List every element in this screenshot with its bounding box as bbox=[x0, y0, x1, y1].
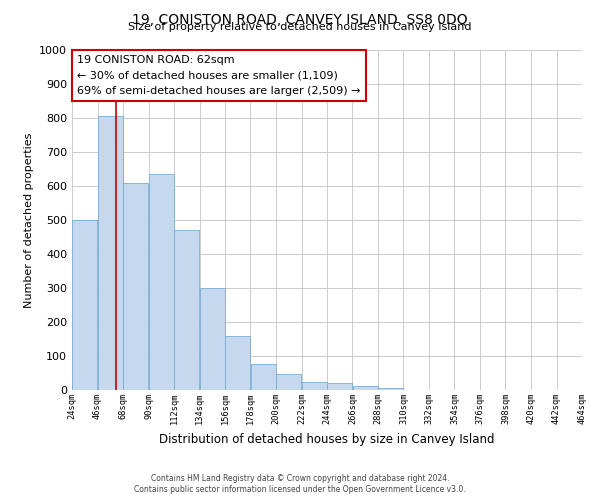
Bar bbox=[200, 288, 225, 390]
Bar bbox=[149, 174, 174, 390]
Text: 19 CONISTON ROAD: 62sqm
← 30% of detached houses are smaller (1,109)
69% of semi: 19 CONISTON ROAD: 62sqm ← 30% of detache… bbox=[77, 55, 361, 96]
Text: 19, CONISTON ROAD, CANVEY ISLAND, SS8 0DQ: 19, CONISTON ROAD, CANVEY ISLAND, SS8 0D… bbox=[132, 12, 468, 26]
X-axis label: Distribution of detached houses by size in Canvey Island: Distribution of detached houses by size … bbox=[159, 432, 495, 446]
Bar bbox=[353, 386, 378, 390]
Bar bbox=[98, 116, 123, 390]
Bar bbox=[327, 383, 352, 390]
Bar bbox=[72, 220, 97, 390]
Bar bbox=[378, 388, 403, 390]
Bar bbox=[302, 382, 327, 390]
Bar bbox=[174, 230, 199, 390]
Bar bbox=[251, 364, 276, 390]
Bar bbox=[225, 336, 250, 390]
Bar bbox=[276, 374, 301, 390]
Text: Contains HM Land Registry data © Crown copyright and database right 2024.
Contai: Contains HM Land Registry data © Crown c… bbox=[134, 474, 466, 494]
Y-axis label: Number of detached properties: Number of detached properties bbox=[23, 132, 34, 308]
Bar bbox=[123, 182, 148, 390]
Text: Size of property relative to detached houses in Canvey Island: Size of property relative to detached ho… bbox=[128, 22, 472, 32]
